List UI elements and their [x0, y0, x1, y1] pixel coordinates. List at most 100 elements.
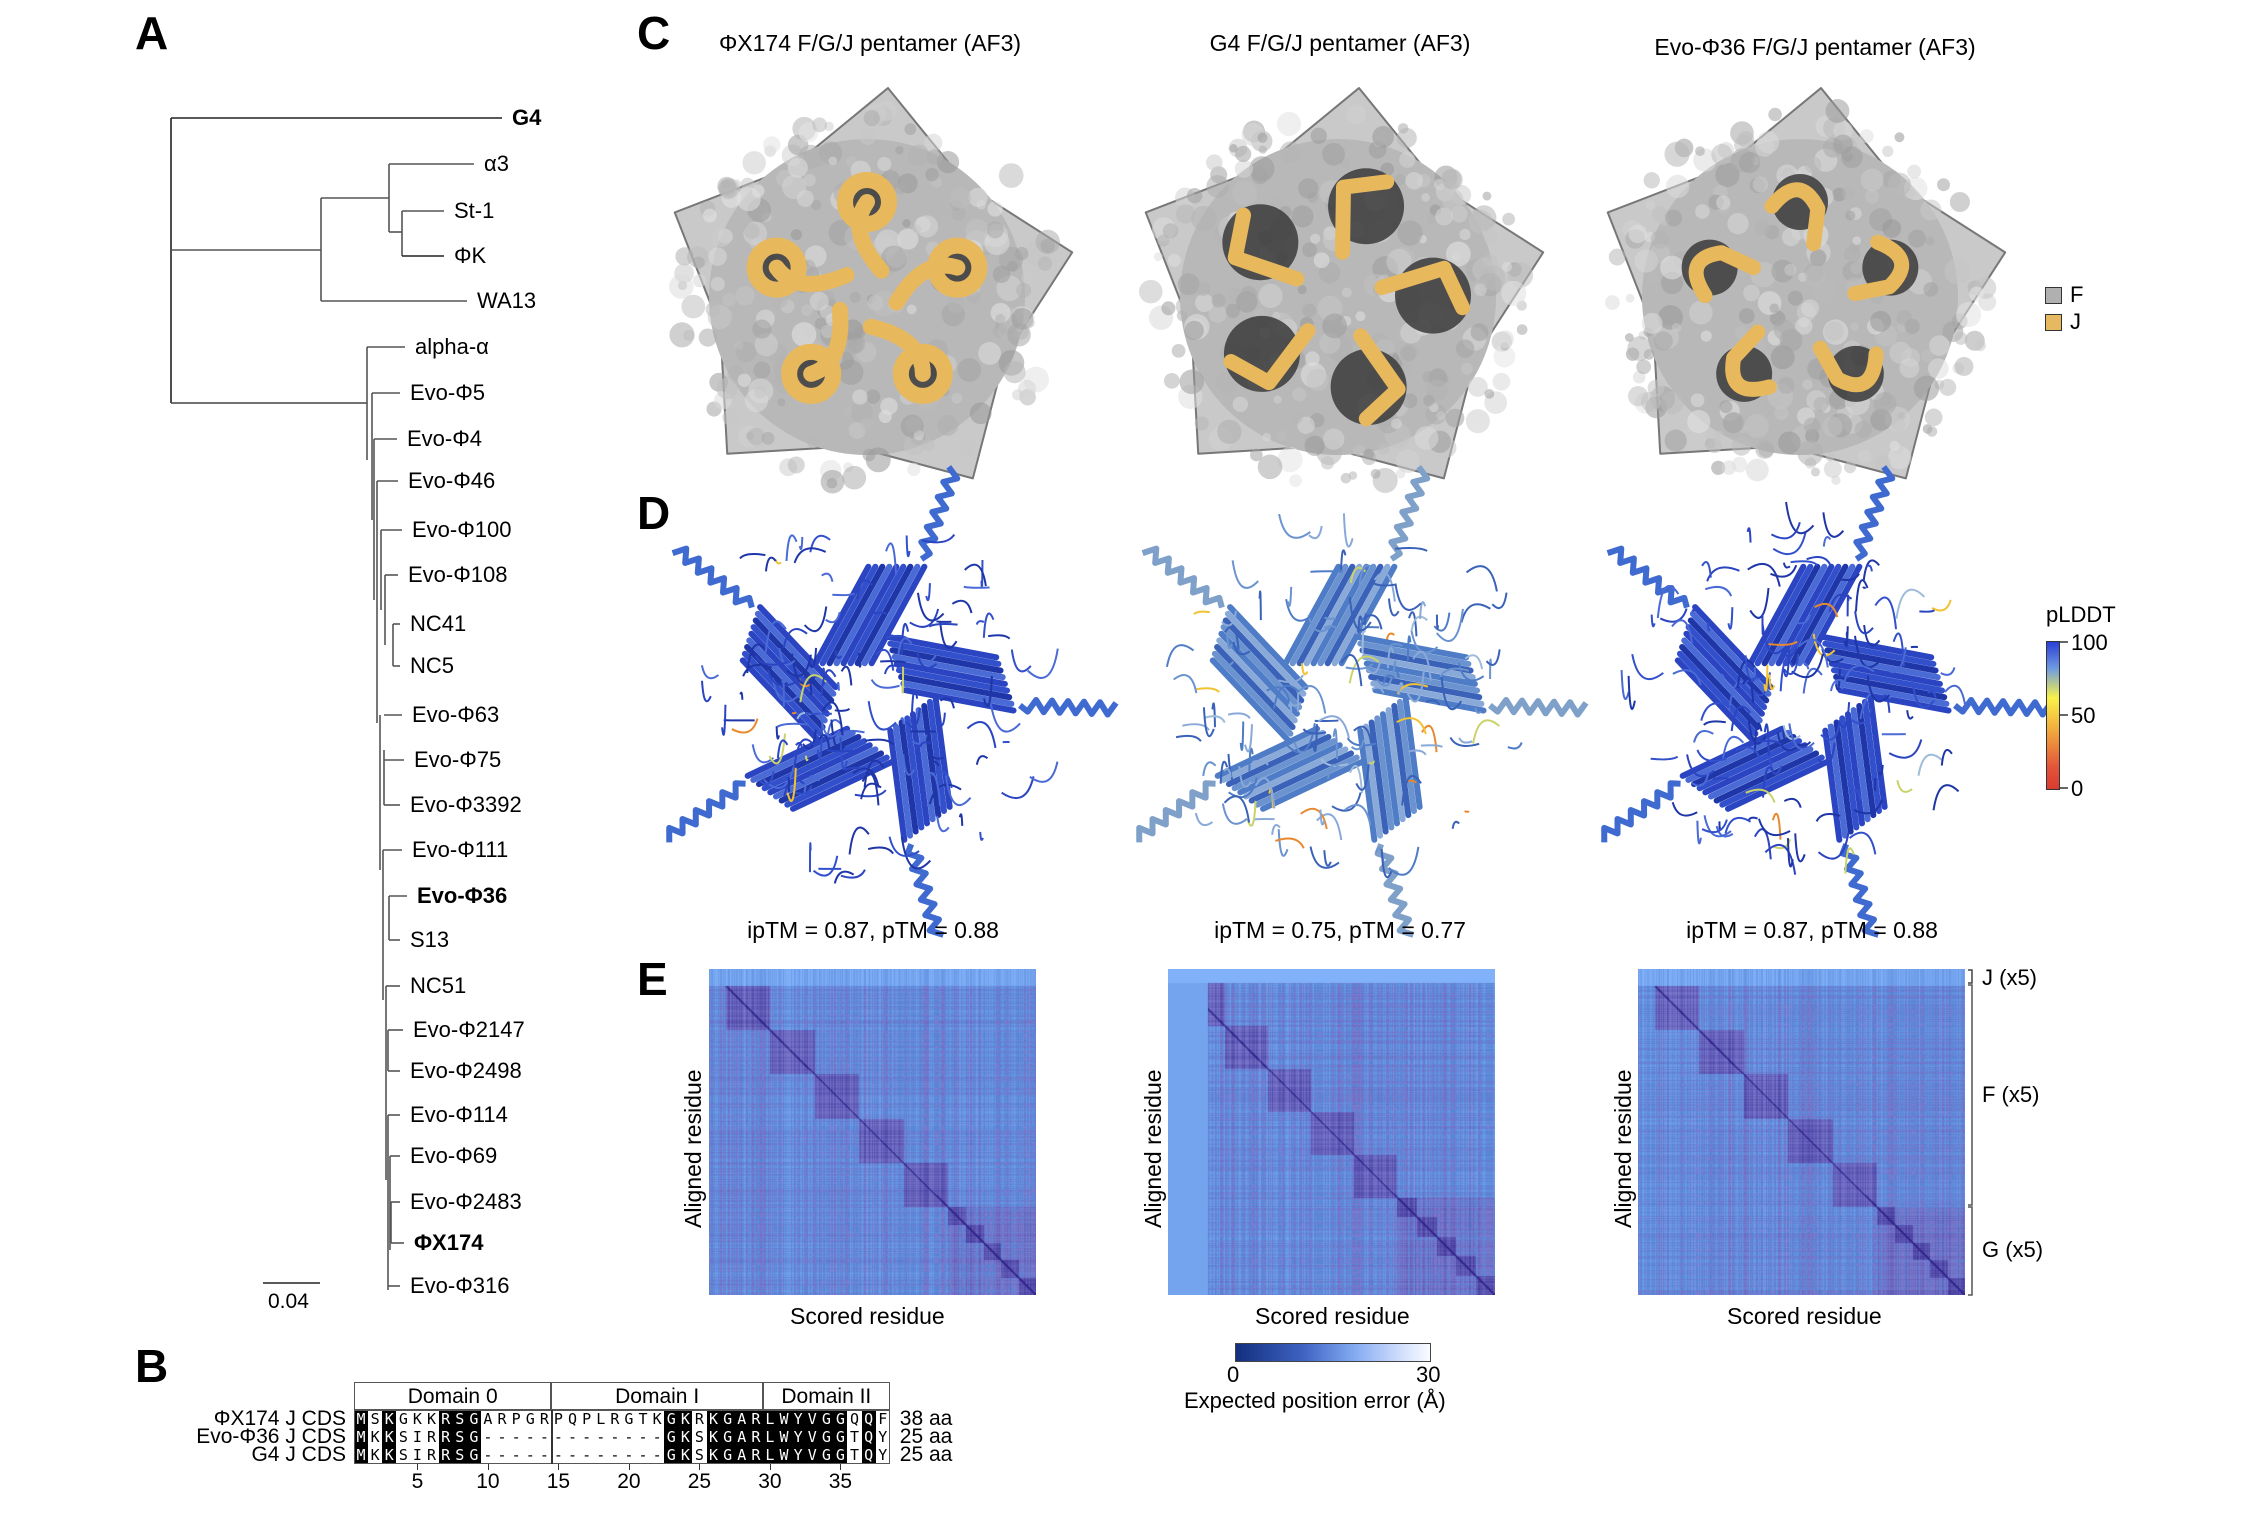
- surface-texture: [719, 180, 738, 199]
- surface-texture: [787, 157, 808, 178]
- alignment-residue: G: [396, 1410, 411, 1428]
- beta-strand: [1679, 644, 1761, 731]
- coil-loop: [880, 660, 907, 664]
- surface-texture: [1291, 205, 1314, 228]
- coil-loop: [1843, 626, 1849, 647]
- beta-strand: [1691, 733, 1797, 788]
- surface-texture: [1715, 162, 1740, 188]
- alignment-residue: K: [368, 1428, 383, 1446]
- coil-loop: [900, 623, 910, 655]
- surface-texture: [895, 146, 904, 155]
- surface-texture: [1784, 263, 1797, 277]
- j-chain-surface: [1725, 324, 1777, 397]
- beta-strand: [1676, 650, 1759, 737]
- surface-texture: [1040, 238, 1055, 253]
- beta-strand: [1833, 719, 1854, 835]
- coil-loop: [1491, 592, 1508, 610]
- beta-strand: [1844, 711, 1865, 827]
- surface-texture: [702, 208, 717, 223]
- coil-loop: [888, 836, 920, 857]
- surface-texture: [1313, 252, 1330, 269]
- surface-texture: [692, 274, 707, 288]
- coil-loop: [1238, 766, 1252, 788]
- coil-loop: [1696, 749, 1727, 762]
- coil-loop: [1370, 580, 1397, 587]
- surface-texture: [1391, 418, 1402, 430]
- surface-texture: [754, 332, 778, 357]
- coil-loop: [1439, 667, 1470, 678]
- surface-texture: [812, 117, 828, 133]
- coil-loop: [1650, 614, 1656, 628]
- j-chain-surface: [1374, 260, 1471, 316]
- alignment-residue: G: [621, 1410, 636, 1428]
- coil-loop: [871, 611, 888, 615]
- surface-texture: [1744, 414, 1769, 439]
- surface-texture: [1727, 212, 1749, 235]
- coil-loop: [786, 767, 797, 802]
- coil-loop: [1507, 742, 1523, 750]
- surface-texture: [1887, 172, 1911, 196]
- surface-texture: [1822, 416, 1843, 437]
- coil-loop: [1822, 512, 1845, 538]
- surface-texture: [1773, 319, 1795, 340]
- coil-loop: [1724, 816, 1752, 834]
- surface-texture: [1926, 426, 1938, 437]
- surface-texture: [1850, 321, 1859, 331]
- coil-loop: [1373, 571, 1396, 602]
- alignment-residue: -: [537, 1428, 552, 1446]
- alignment-residue: K: [382, 1428, 397, 1446]
- tree-leaf-label: Evo-Φ46: [408, 468, 496, 493]
- surface-texture: [1016, 282, 1032, 298]
- coil-loop: [742, 663, 773, 677]
- coil-loop: [839, 737, 848, 770]
- pae-colorbar-tick-0: 0: [1227, 1362, 1240, 1387]
- surface-texture: [1502, 261, 1513, 272]
- beta-strand: [750, 624, 833, 711]
- surface-texture: [986, 221, 1004, 239]
- coil-loop: [754, 655, 788, 666]
- alignment-residue: G: [819, 1446, 834, 1464]
- alignment-residue: G: [720, 1446, 735, 1464]
- coil-loop: [1796, 741, 1812, 747]
- coil-loop: [1700, 702, 1733, 721]
- surface-texture: [1810, 467, 1820, 477]
- surface-texture: [1240, 286, 1258, 303]
- coil-loop: [1396, 717, 1427, 735]
- coil-loop: [1227, 753, 1242, 785]
- beta-strand: [1242, 746, 1349, 800]
- alignment-residue: K: [678, 1410, 693, 1428]
- coil-loop: [1672, 669, 1702, 686]
- surface-texture: [1441, 169, 1462, 190]
- coil-loop: [966, 721, 997, 749]
- surface-texture: [1012, 389, 1024, 401]
- surface-texture: [1014, 246, 1029, 261]
- coil-loop: [840, 665, 853, 686]
- surface-texture: [862, 448, 876, 462]
- alignment-tick-mark: [558, 1464, 560, 1470]
- plddt-colorbar: [2046, 641, 2060, 790]
- beta-strand: [1782, 563, 1842, 667]
- coil-loop: [1656, 585, 1680, 619]
- coil-loop: [923, 772, 942, 806]
- surface-texture: [1857, 449, 1872, 464]
- coil-loop: [1895, 588, 1926, 619]
- beta-strand: [757, 604, 839, 691]
- surface-texture: [1211, 293, 1226, 308]
- surface-texture: [1024, 318, 1035, 328]
- surface-texture: [1664, 429, 1687, 452]
- surface-texture: [1177, 273, 1200, 296]
- surface-texture: [1664, 141, 1690, 167]
- coil-loop: [771, 677, 800, 703]
- beta-strand: [1696, 738, 1803, 792]
- alignment-residue: M: [354, 1410, 369, 1428]
- surface-texture: [1468, 209, 1493, 234]
- surface-texture: [1372, 126, 1394, 148]
- surface-texture: [1695, 146, 1705, 157]
- coil-loop: [764, 620, 787, 653]
- coil-loop: [1812, 633, 1836, 657]
- alignment-residue: -: [565, 1446, 580, 1464]
- coil-loop: [1834, 668, 1841, 691]
- alignment-residue: R: [692, 1410, 707, 1428]
- coil-loop: [930, 754, 944, 760]
- coil-loop: [1348, 597, 1372, 632]
